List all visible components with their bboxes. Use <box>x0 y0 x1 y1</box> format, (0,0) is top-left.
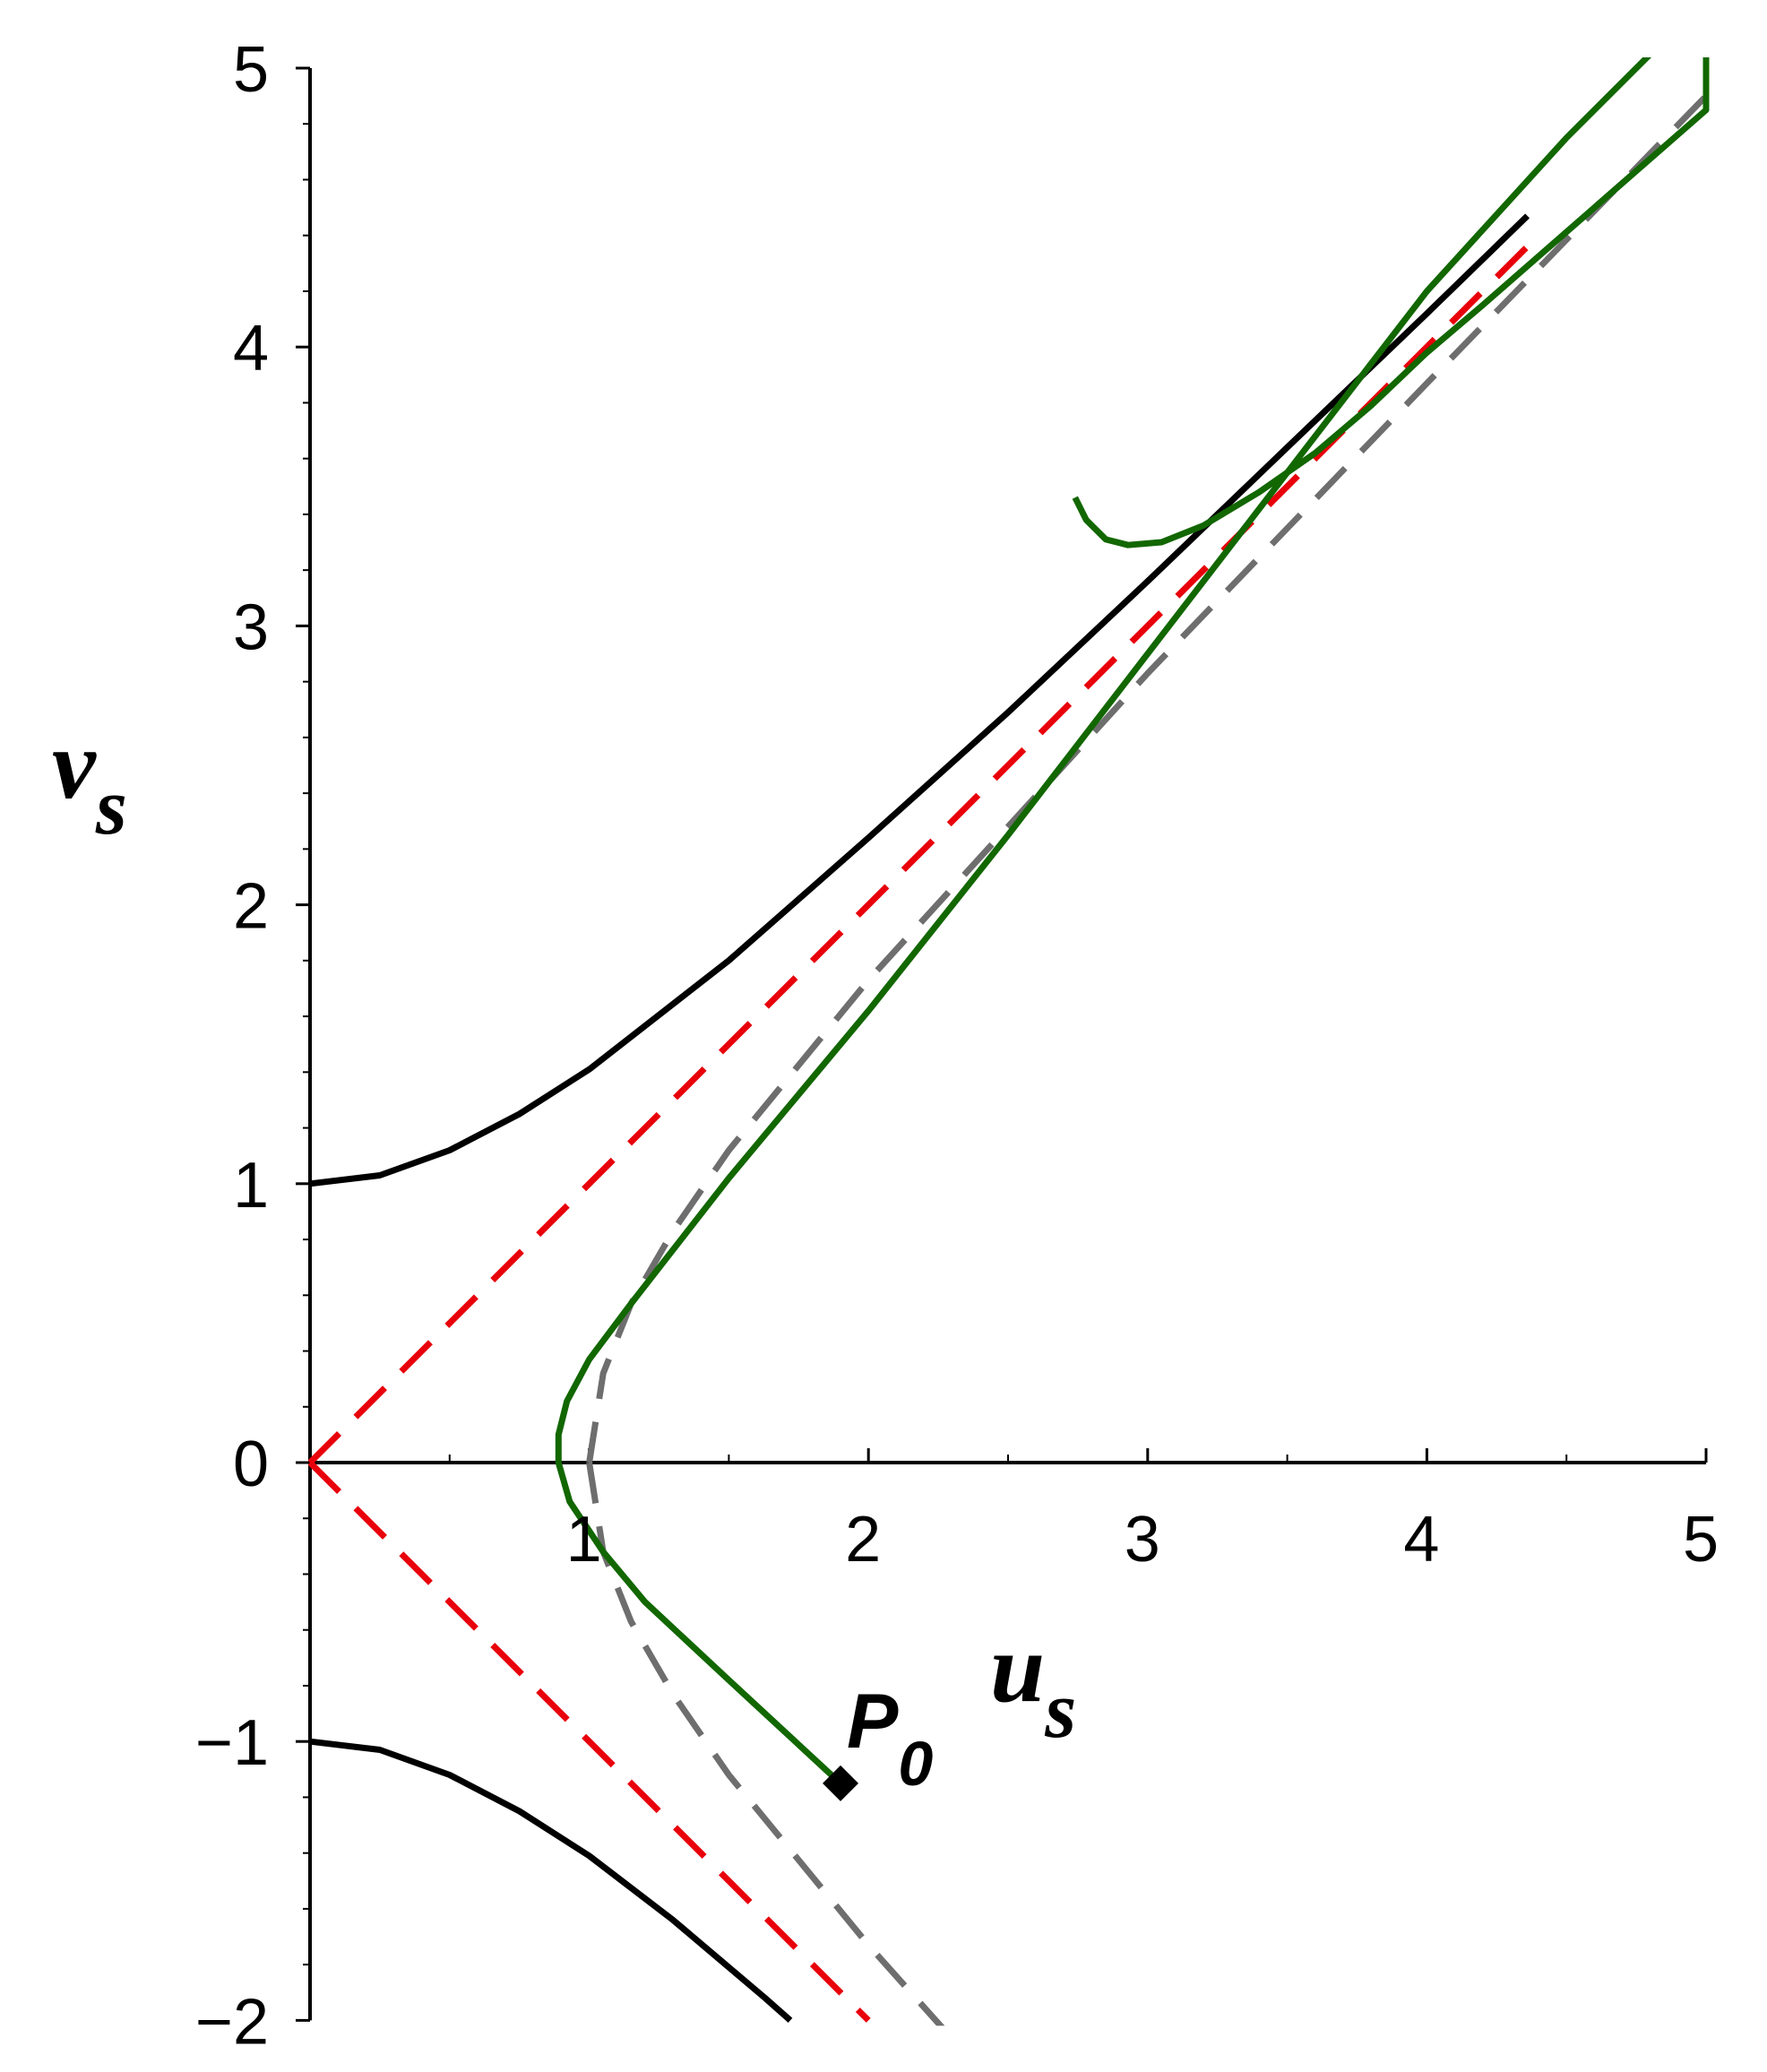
series-line-4 <box>586 93 1709 1463</box>
x-axis-title: us <box>990 1613 1076 1755</box>
y-tick-label: 0 <box>233 1429 269 1500</box>
y-tick-label: 1 <box>233 1150 269 1222</box>
x-tick-label: 5 <box>1683 1504 1719 1576</box>
p0-annotation: P0 <box>823 1679 933 1801</box>
series-line-5 <box>586 1462 945 2026</box>
series-line-0 <box>309 213 1530 1187</box>
p0-label-main: P <box>847 1679 899 1765</box>
x-tick-label: 2 <box>845 1504 881 1576</box>
y-tick-label: 5 <box>233 34 269 106</box>
tick-labels: −2 −1 0 1 2 3 4 5 1 2 3 4 5 <box>195 34 1719 2058</box>
x-axis-title-main: u <box>990 1613 1045 1722</box>
y-tick-label: 2 <box>233 871 269 943</box>
curves <box>308 57 1710 2026</box>
y-axis-title-main: v <box>52 710 97 819</box>
series-line-1 <box>309 1738 793 2024</box>
series-line-6 <box>555 57 1652 1786</box>
x-tick-label: 1 <box>566 1504 602 1576</box>
x-axis-title-sub: s <box>1044 1666 1076 1755</box>
p0-label-sub: 0 <box>898 1729 933 1799</box>
axes <box>296 66 1708 2022</box>
y-tick-label: −1 <box>195 1707 269 1779</box>
y-tick-label: −2 <box>195 1986 269 2058</box>
x-tick-label: 3 <box>1125 1504 1160 1576</box>
p0-marker <box>823 1765 859 1801</box>
y-tick-label: 4 <box>233 313 269 384</box>
y-tick-label: 3 <box>233 591 269 663</box>
y-axis-title: vs <box>52 710 127 851</box>
series-line-7 <box>1072 57 1710 548</box>
axis-titles: vs us <box>52 710 1076 1755</box>
p0-label: P0 <box>847 1679 933 1799</box>
series-line-3 <box>308 1460 871 2023</box>
x-tick-label: 4 <box>1403 1504 1439 1576</box>
y-axis-title-sub: s <box>95 763 127 851</box>
